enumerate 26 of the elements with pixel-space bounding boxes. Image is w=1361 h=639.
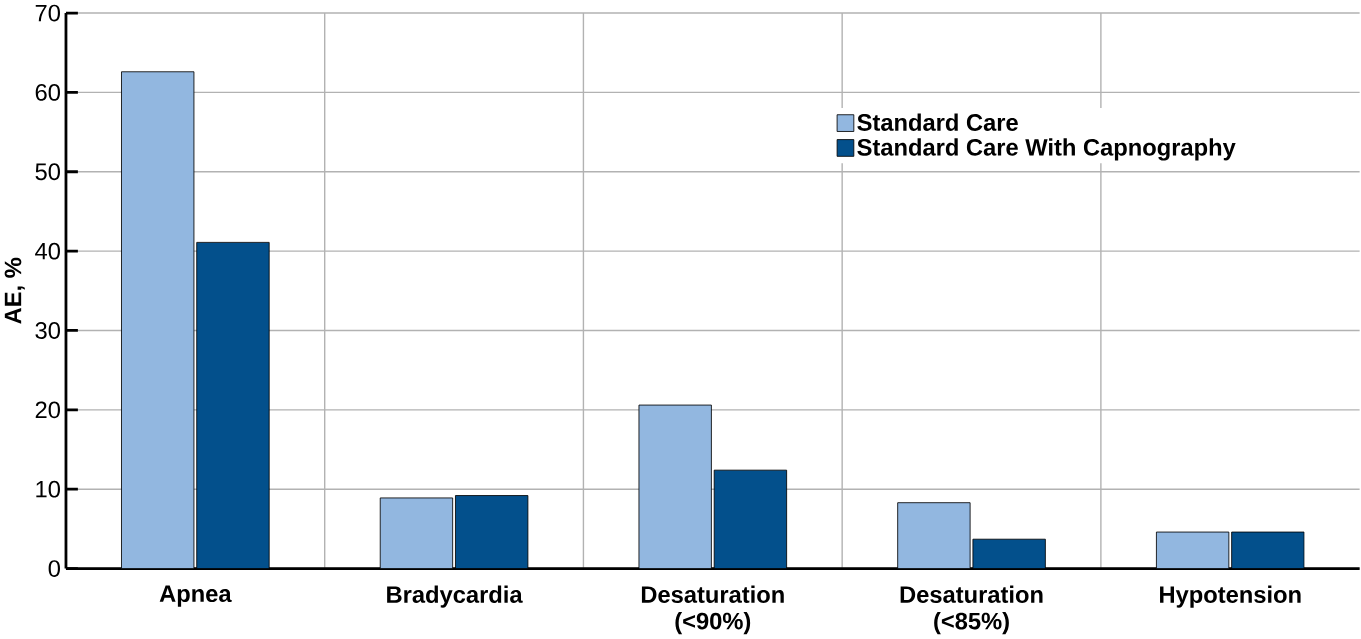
y-tick-label: 20 bbox=[35, 401, 60, 419]
bar bbox=[1231, 531, 1305, 569]
y-axis-title: AE, % bbox=[4, 257, 25, 324]
bar bbox=[196, 242, 270, 569]
y-tick-label: 10 bbox=[36, 480, 60, 498]
y-tick-label: 50 bbox=[35, 163, 60, 181]
bar bbox=[455, 495, 529, 569]
bar bbox=[897, 502, 971, 569]
legend-label: Standard Care bbox=[857, 113, 1018, 131]
x-tick-label: Apnea bbox=[159, 585, 232, 607]
y-tick-label: 70 bbox=[35, 4, 60, 22]
bar bbox=[972, 538, 1046, 569]
y-tick-label: 30 bbox=[35, 322, 60, 339]
x-tick-label: Bradycardia bbox=[387, 585, 523, 608]
bar bbox=[121, 71, 195, 569]
bar bbox=[1155, 531, 1230, 569]
bar bbox=[638, 404, 712, 569]
bar bbox=[713, 469, 788, 569]
y-tick-label: 60 bbox=[35, 84, 60, 101]
y-tick-label: 0 bbox=[48, 560, 60, 578]
bar bbox=[379, 497, 454, 569]
x-tick-label: Desaturation (<85%) bbox=[900, 585, 1043, 635]
y-tick-label: 40 bbox=[35, 242, 60, 260]
x-tick-label: Hypotension bbox=[1160, 585, 1301, 608]
legend-label: Standard Care With Capnography bbox=[857, 138, 1236, 161]
x-tick-label: Desaturation (<90%) bbox=[641, 585, 784, 635]
